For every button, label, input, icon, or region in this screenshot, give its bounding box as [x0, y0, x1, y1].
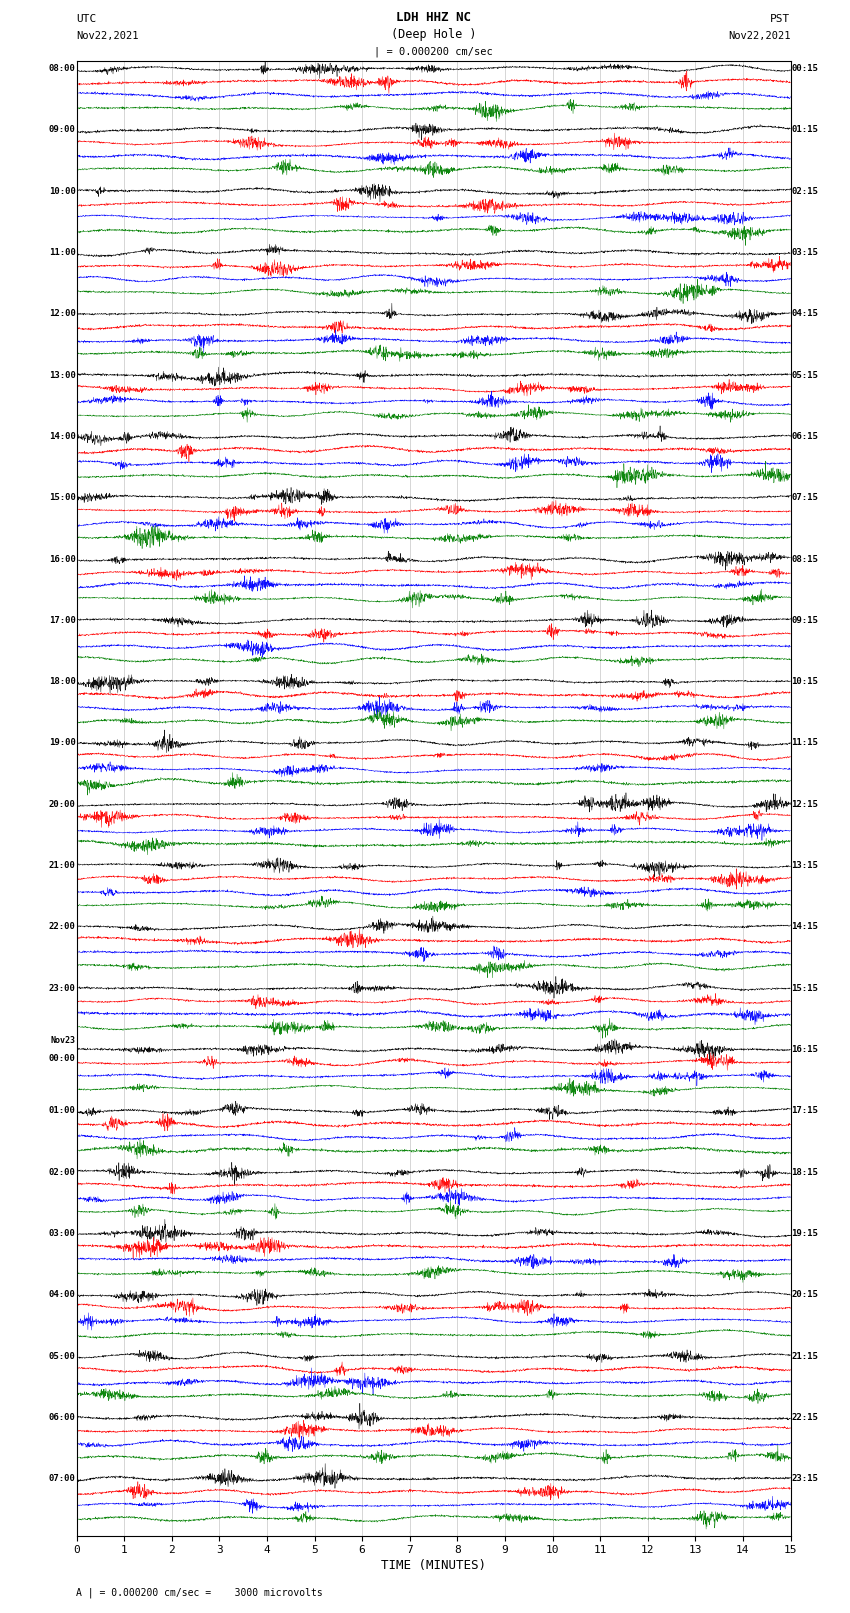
- Text: 15:00: 15:00: [49, 494, 76, 502]
- Text: 09:00: 09:00: [49, 126, 76, 134]
- Text: 00:00: 00:00: [49, 1053, 76, 1063]
- Text: 04:15: 04:15: [791, 310, 818, 318]
- Text: 01:15: 01:15: [791, 126, 818, 134]
- Text: | = 0.000200 cm/sec: | = 0.000200 cm/sec: [374, 47, 493, 56]
- Text: 09:15: 09:15: [791, 616, 818, 624]
- Text: PST: PST: [770, 15, 790, 24]
- Text: 06:15: 06:15: [791, 432, 818, 440]
- Text: 17:00: 17:00: [49, 616, 76, 624]
- Text: 12:15: 12:15: [791, 800, 818, 808]
- Text: 10:15: 10:15: [791, 677, 818, 686]
- Text: 18:00: 18:00: [49, 677, 76, 686]
- Text: 13:00: 13:00: [49, 371, 76, 379]
- Text: (Deep Hole ): (Deep Hole ): [391, 27, 476, 40]
- Text: 23:00: 23:00: [49, 984, 76, 992]
- Text: Nov22,2021: Nov22,2021: [76, 31, 139, 40]
- Text: Nov22,2021: Nov22,2021: [728, 31, 791, 40]
- Text: 21:00: 21:00: [49, 861, 76, 869]
- Text: 10:00: 10:00: [49, 187, 76, 195]
- Text: Nov23: Nov23: [51, 1036, 76, 1045]
- Text: 08:00: 08:00: [49, 65, 76, 73]
- Text: 07:15: 07:15: [791, 494, 818, 502]
- X-axis label: TIME (MINUTES): TIME (MINUTES): [381, 1560, 486, 1573]
- Text: 00:15: 00:15: [791, 65, 818, 73]
- Text: A | = 0.000200 cm/sec =    3000 microvolts: A | = 0.000200 cm/sec = 3000 microvolts: [76, 1587, 323, 1597]
- Text: 14:00: 14:00: [49, 432, 76, 440]
- Text: 11:15: 11:15: [791, 739, 818, 747]
- Text: 19:00: 19:00: [49, 739, 76, 747]
- Text: UTC: UTC: [76, 15, 97, 24]
- Text: 05:00: 05:00: [49, 1352, 76, 1360]
- Text: 19:15: 19:15: [791, 1229, 818, 1237]
- Text: 01:00: 01:00: [49, 1107, 76, 1115]
- Text: LDH HHZ NC: LDH HHZ NC: [396, 11, 471, 24]
- Text: 03:15: 03:15: [791, 248, 818, 256]
- Text: 16:15: 16:15: [791, 1045, 818, 1053]
- Text: 17:15: 17:15: [791, 1107, 818, 1115]
- Text: 08:15: 08:15: [791, 555, 818, 563]
- Text: 12:00: 12:00: [49, 310, 76, 318]
- Text: 02:00: 02:00: [49, 1168, 76, 1176]
- Text: 14:15: 14:15: [791, 923, 818, 931]
- Text: 23:15: 23:15: [791, 1474, 818, 1482]
- Text: 13:15: 13:15: [791, 861, 818, 869]
- Text: 05:15: 05:15: [791, 371, 818, 379]
- Text: 22:00: 22:00: [49, 923, 76, 931]
- Text: 07:00: 07:00: [49, 1474, 76, 1482]
- Text: 20:00: 20:00: [49, 800, 76, 808]
- Text: 15:15: 15:15: [791, 984, 818, 992]
- Text: 02:15: 02:15: [791, 187, 818, 195]
- Text: 16:00: 16:00: [49, 555, 76, 563]
- Text: 04:00: 04:00: [49, 1290, 76, 1298]
- Text: 18:15: 18:15: [791, 1168, 818, 1176]
- Text: 22:15: 22:15: [791, 1413, 818, 1421]
- Text: 11:00: 11:00: [49, 248, 76, 256]
- Text: 21:15: 21:15: [791, 1352, 818, 1360]
- Text: 06:00: 06:00: [49, 1413, 76, 1421]
- Text: 20:15: 20:15: [791, 1290, 818, 1298]
- Text: 03:00: 03:00: [49, 1229, 76, 1237]
